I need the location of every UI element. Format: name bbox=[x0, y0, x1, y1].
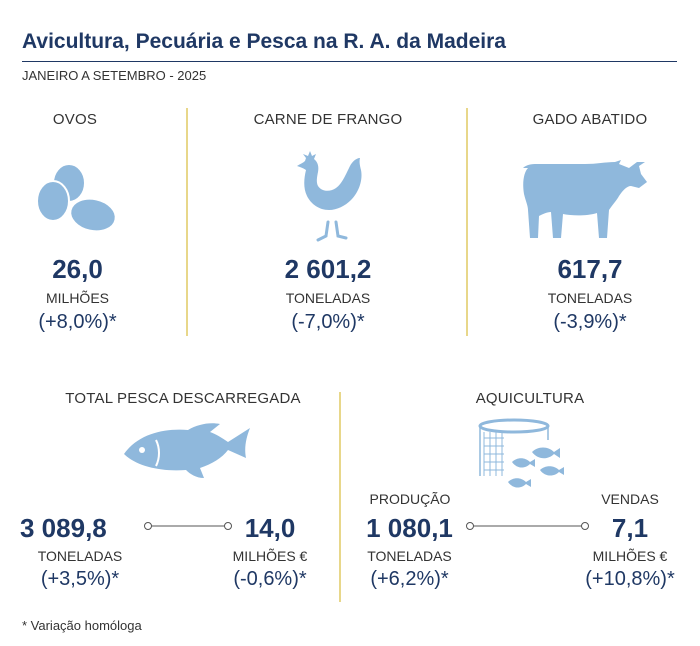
chicken-icon bbox=[297, 151, 362, 242]
pesca-right-value: 14,0 bbox=[244, 513, 296, 543]
pesca-right-unit: MILHÕES € bbox=[232, 548, 308, 564]
footnote: * Variação homóloga bbox=[22, 618, 142, 633]
fish-icon bbox=[124, 423, 250, 478]
aquicultura-left-variation: (+6,2%)* bbox=[370, 568, 449, 590]
panel-label: TOTAL PESCA DESCARREGADA bbox=[65, 390, 301, 407]
panel-variation: (-3,9%)* bbox=[553, 311, 627, 333]
page-subtitle: JANEIRO A SETEMBRO - 2025 bbox=[22, 68, 207, 83]
cow-icon bbox=[523, 160, 647, 238]
divider-2 bbox=[466, 108, 468, 336]
aquicultura-right-value: 7,1 bbox=[611, 513, 649, 543]
page-title: Avicultura, Pecuária e Pesca na R. A. da… bbox=[22, 30, 506, 53]
pesca-connector bbox=[144, 522, 232, 530]
fish-cage-icon bbox=[478, 418, 564, 488]
pesca-left-unit: TONELADAS bbox=[37, 548, 123, 564]
aquicultura-left-value: 1 080,1 bbox=[366, 513, 453, 543]
divider-3 bbox=[339, 392, 341, 602]
panel-value: 26,0 bbox=[52, 254, 103, 284]
panel-unit: TONELADAS bbox=[547, 290, 633, 306]
pesca-left-variation: (+3,5%)* bbox=[40, 568, 120, 590]
panel-variation: (-7,0%)* bbox=[291, 311, 365, 333]
panel-label: GADO ABATIDO bbox=[532, 111, 648, 128]
panel-label: AQUICULTURA bbox=[475, 390, 585, 407]
aquicultura-left-sublabel: PRODUÇÃO bbox=[369, 491, 451, 507]
panel-label: CARNE DE FRANGO bbox=[253, 111, 403, 128]
aquicultura-right-sublabel: VENDAS bbox=[601, 491, 659, 507]
panel-unit: TONELADAS bbox=[285, 290, 371, 306]
aquicultura-left-unit: TONELADAS bbox=[367, 548, 452, 564]
title-divider bbox=[22, 61, 677, 62]
panel-unit: MILHÕES bbox=[45, 290, 109, 306]
divider-1 bbox=[186, 108, 188, 336]
panel-value: 2 601,2 bbox=[284, 254, 372, 284]
aquicultura-right-variation: (+10,8%)* bbox=[585, 568, 675, 590]
aquicultura-connector bbox=[466, 522, 589, 530]
aquicultura-right-unit: MILHÕES € bbox=[592, 548, 668, 564]
panel-variation: (+8,0%)* bbox=[38, 311, 117, 333]
panel-value: 617,7 bbox=[557, 254, 623, 284]
pesca-left-value: 3 089,8 bbox=[20, 513, 107, 543]
pesca-right-variation: (-0,6%)* bbox=[233, 568, 307, 590]
eggs-icon bbox=[36, 163, 117, 233]
panel-label: OVOS bbox=[52, 111, 98, 128]
